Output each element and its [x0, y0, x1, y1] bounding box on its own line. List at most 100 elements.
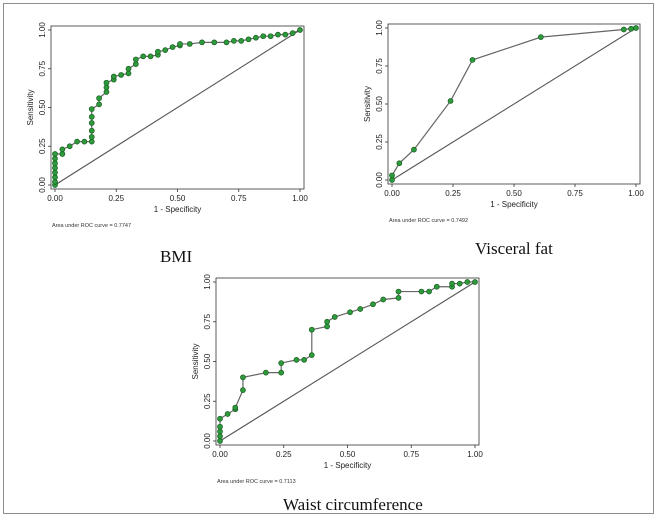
- roc-point: [289, 30, 296, 36]
- roc-point: [162, 47, 169, 54]
- roc-point: [418, 288, 425, 295]
- auc-annotation: Area under ROC curve = 0.7492: [389, 218, 468, 224]
- y-tick-label: 0.25: [375, 134, 384, 150]
- y-tick-label: 0.75: [203, 313, 212, 329]
- roc-point: [389, 172, 395, 179]
- reference-diagonal-line: [219, 281, 476, 442]
- y-tick-label: 0.75: [375, 58, 384, 74]
- roc-point: [433, 283, 440, 290]
- y-tick-label: 1.00: [38, 22, 47, 38]
- roc-point: [308, 326, 315, 333]
- y-tick-label: 0.50: [38, 99, 47, 115]
- roc-point: [133, 61, 139, 67]
- roc-point: [103, 89, 110, 95]
- reference-diagonal-line: [391, 27, 637, 181]
- x-tick-label: 1.00: [628, 189, 644, 198]
- roc-point: [628, 25, 634, 32]
- roc-point: [537, 34, 544, 40]
- roc-point: [324, 318, 330, 325]
- roc-point: [297, 27, 303, 33]
- roc-point: [110, 73, 117, 80]
- x-axis-label: 1 - Specificity: [324, 461, 372, 470]
- roc-point: [88, 120, 95, 126]
- y-tick-label: 0.50: [203, 353, 212, 369]
- roc-point: [240, 374, 246, 381]
- y-axis-label: Sensitivity: [363, 86, 372, 122]
- roc-point: [81, 138, 88, 145]
- roc-point: [88, 127, 95, 134]
- roc-point: [282, 31, 289, 38]
- x-tick-label: 0.75: [567, 189, 583, 198]
- roc-point: [96, 95, 102, 102]
- roc-point: [278, 369, 285, 376]
- roc-point: [263, 369, 269, 376]
- roc-point: [125, 70, 132, 77]
- roc-point: [155, 48, 161, 55]
- roc-point: [52, 155, 58, 162]
- waist-caption: Waist circumference: [283, 495, 423, 514]
- x-tick-label: 1.00: [467, 450, 483, 459]
- x-tick-label: 0.25: [445, 189, 461, 198]
- y-tick-label: 0.25: [38, 138, 47, 154]
- y-tick-label: 1.00: [375, 20, 384, 36]
- x-axis-label: 1 - Specificity: [490, 200, 538, 209]
- roc-point: [74, 138, 80, 145]
- roc-point: [217, 423, 223, 430]
- x-tick-label: 0.25: [108, 194, 124, 203]
- y-axis-label: Sensitivity: [26, 89, 35, 125]
- visceral-roc-panel: 0.000.00 0.25 0.25 0.50 0.50 0.75 0.75 1.00 1.00…: [363, 20, 644, 258]
- roc-point: [370, 301, 376, 308]
- roc-point: [125, 65, 132, 72]
- roc-point: [52, 165, 58, 171]
- roc-point: [395, 288, 402, 295]
- roc-point: [449, 280, 455, 287]
- auc-annotation: Area under ROC curve = 0.7747: [52, 223, 131, 229]
- roc-point: [278, 360, 285, 366]
- x-tick-label: 1.00: [292, 194, 308, 203]
- x-tick-label: 0.00: [47, 194, 63, 203]
- roc-point: [357, 306, 364, 312]
- roc-point: [240, 387, 246, 393]
- roc-point: [217, 428, 223, 435]
- roc-point: [308, 352, 315, 358]
- y-tick-label: 0.00: [38, 177, 47, 193]
- roc-point: [275, 31, 281, 38]
- roc-point: [118, 72, 125, 78]
- roc-point: [199, 39, 205, 46]
- roc-point: [88, 138, 95, 145]
- reference-diagonal-line: [54, 29, 301, 186]
- roc-point: [88, 113, 95, 120]
- x-tick-label: 0.75: [231, 194, 247, 203]
- roc-point: [396, 160, 403, 167]
- roc-point: [177, 41, 183, 47]
- roc-point: [52, 160, 58, 167]
- roc-point: [456, 280, 463, 287]
- y-tick-label: 0.25: [203, 393, 212, 409]
- roc-point: [331, 314, 338, 320]
- roc-point: [253, 34, 259, 41]
- roc-point: [66, 143, 73, 150]
- roc-point: [426, 288, 432, 295]
- roc-point: [52, 151, 58, 157]
- roc-point: [133, 56, 139, 63]
- roc-point: [223, 39, 230, 46]
- roc-point: [472, 279, 478, 285]
- roc-point: [88, 134, 95, 140]
- roc-point: [140, 53, 147, 60]
- y-tick-label: 0.50: [375, 96, 384, 112]
- roc-point: [267, 33, 274, 40]
- roc-point: [52, 174, 58, 181]
- roc-point: [411, 146, 417, 153]
- roc-point: [88, 106, 95, 112]
- roc-point: [293, 357, 300, 363]
- roc-point: [217, 415, 223, 422]
- roc-point: [217, 433, 223, 440]
- roc-point: [324, 323, 330, 330]
- roc-curve-line: [391, 27, 637, 180]
- x-tick-label: 0.75: [403, 450, 419, 459]
- roc-point: [301, 357, 307, 363]
- x-tick-label: 0.25: [276, 450, 292, 459]
- roc-point: [469, 57, 476, 63]
- y-tick-label: 0.00: [375, 172, 384, 188]
- roc-point: [59, 146, 66, 153]
